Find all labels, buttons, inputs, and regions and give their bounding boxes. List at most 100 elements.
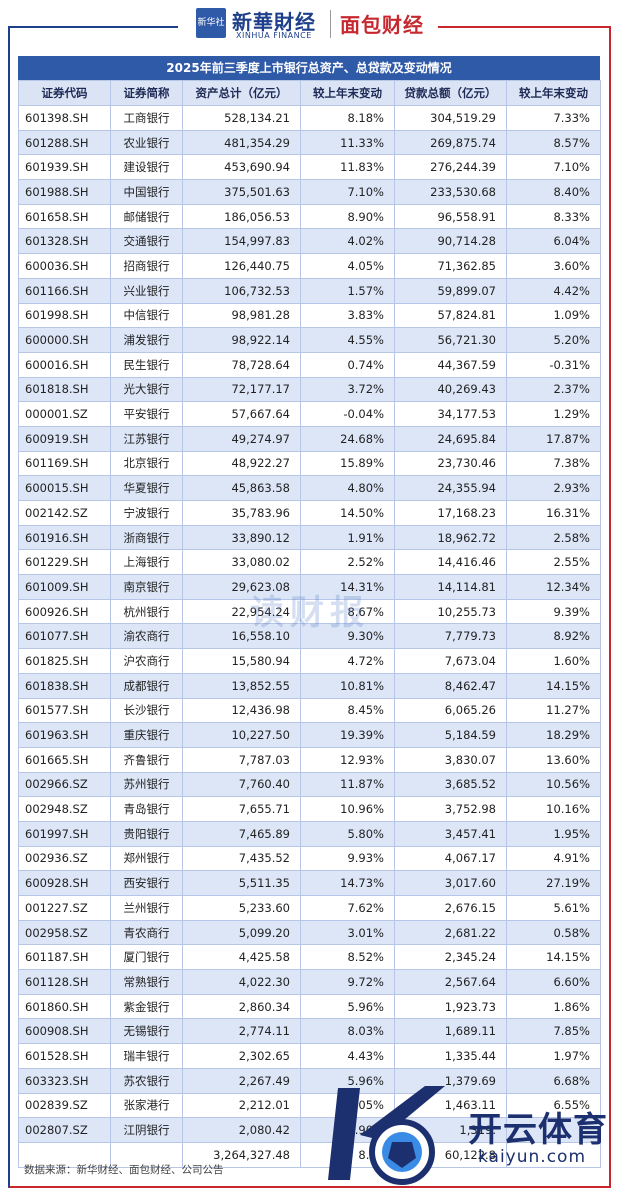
cell-loans-change: 6.60% <box>506 969 601 995</box>
bank-data-table-container: 2025年前三季度上市银行总资产、总贷款及变动情况 证券代码 证券简称 资产总计… <box>18 56 601 1168</box>
cell-assets-change: 10.96% <box>300 796 395 822</box>
cell-code: 601658.SH <box>18 203 111 230</box>
kaiyun-brand-text: 开云体育 <box>468 1110 608 1150</box>
table-row: 601009.SH 南京银行 29,623.08 14.31% 14,114.81 12.… <box>18 574 601 600</box>
cell-code: 600928.SH <box>18 870 111 896</box>
cell-assets: 5,099.20 <box>182 919 301 946</box>
col-header-assets-change: 较上年末变动 <box>300 80 395 106</box>
watermark-text: 读财报 <box>250 593 370 633</box>
col-header-loans-change: 较上年末变动 <box>506 80 601 106</box>
table-row: 601998.SH 中信银行 98,981.28 3.83% 57,824.81 1.09… <box>18 302 601 329</box>
cell-assets: 528,134.21 <box>182 105 301 131</box>
cell-loans-change: 5.20% <box>506 327 601 353</box>
table-row: 601077.SH 渝农商行 16,558.10 9.30% 7,779.73 8.92% <box>18 623 601 650</box>
header: 新华社 新華財经 XINHUA FINANCE 面包财经 <box>0 0 621 50</box>
frame-top-left-line <box>8 26 178 28</box>
cell-name: 齐鲁银行 <box>110 746 183 773</box>
cell-assets: 2,212.01 <box>182 1092 301 1119</box>
cell-assets: 16,558.10 <box>182 623 301 650</box>
table-row: 002958.SZ 青农商行 5,099.20 3.01% 2,681.22 0.58% <box>18 919 601 946</box>
cell-code: 002142.SZ <box>18 500 111 526</box>
cell-loans-change: 1.86% <box>506 993 601 1020</box>
cell-loans: 90,714.28 <box>394 228 507 255</box>
table-row: 601166.SH 兴业银行 106,732.53 1.57% 59,899.07 4.4… <box>18 277 601 304</box>
cell-loans: 1,689.11 <box>394 1018 507 1045</box>
table-row: 601860.SH 紫金银行 2,860.34 5.96% 1,923.73 1.86% <box>18 993 601 1020</box>
cell-code: 600919.SH <box>18 425 111 452</box>
cell-loans: 24,355.94 <box>394 475 507 501</box>
cell-assets: 2,774.11 <box>182 1018 301 1045</box>
cell-code: 601009.SH <box>18 574 111 600</box>
cell-assets: 98,981.28 <box>182 302 301 329</box>
cell-name: 华夏银行 <box>110 475 183 501</box>
cell-assets: 106,732.53 <box>182 277 301 304</box>
cell-assets: 57,667.64 <box>182 401 301 427</box>
cell-loans-change: 2.55% <box>506 549 601 576</box>
cell-loans-change: 8.33% <box>506 203 601 230</box>
cell-assets-change: 8.90% <box>300 203 395 230</box>
kaiyun-k-logo-icon <box>328 1086 445 1185</box>
table-row: 002948.SZ 青岛银行 7,655.71 10.96% 3,752.98 10.16… <box>18 796 601 822</box>
cell-assets-change: 5.80% <box>300 820 395 847</box>
col-header-name: 证券简称 <box>110 80 183 106</box>
cell-code: 601528.SH <box>18 1043 111 1069</box>
cell-name: 张家港行 <box>110 1092 183 1119</box>
cell-assets-change: 0.74% <box>300 351 395 378</box>
cell-loans-change: 1.09% <box>506 302 601 329</box>
col-header-assets: 资产总计（亿元） <box>182 80 301 106</box>
cell-name: 重庆银行 <box>110 722 183 748</box>
cell-assets-change: 2.52% <box>300 549 395 576</box>
cell-code: 601916.SH <box>18 524 111 551</box>
cell-loans: 23,730.46 <box>394 450 507 477</box>
cell-code: 002936.SZ <box>18 845 111 872</box>
mianbao-brand: 面包财经 <box>340 13 424 37</box>
cell-assets: 15,580.94 <box>182 648 301 674</box>
table-row: 002142.SZ 宁波银行 35,783.96 14.50% 17,168.23 16.… <box>18 500 601 526</box>
cell-assets-change: 4.02% <box>300 228 395 255</box>
cell-assets-change: 11.83% <box>300 154 395 181</box>
cell-assets: 49,274.97 <box>182 425 301 452</box>
cell-loans: 18,962.72 <box>394 524 507 551</box>
cell-loans-change: 1.97% <box>506 1043 601 1069</box>
table-row: 600919.SH 江苏银行 49,274.97 24.68% 24,695.84 17.… <box>18 425 601 452</box>
cell-name: 青农商行 <box>110 919 183 946</box>
table-row: 601528.SH 瑞丰银行 2,302.65 4.43% 1,335.44 1.97% <box>18 1043 601 1069</box>
cell-loans-change: 6.04% <box>506 228 601 255</box>
cell-assets: 78,728.64 <box>182 351 301 378</box>
table-row: 600036.SH 招商银行 126,440.75 4.05% 71,362.85 3.6… <box>18 253 601 279</box>
cell-code: 601328.SH <box>18 228 111 255</box>
table-title: 2025年前三季度上市银行总资产、总贷款及变动情况 <box>18 56 600 80</box>
cell-code: 601818.SH <box>18 376 111 403</box>
cell-code: 002966.SZ <box>18 771 111 798</box>
cell-assets-change: 1.91% <box>300 524 395 551</box>
cell-name: 北京银行 <box>110 450 183 477</box>
cell-code: 601963.SH <box>18 722 111 748</box>
table-row: 601288.SH 农业银行 481,354.29 11.33% 269,875.74 8… <box>18 129 601 156</box>
table-row: 601825.SH 沪农商行 15,580.94 4.72% 7,673.04 1.60% <box>18 648 601 674</box>
table-row: 601665.SH 齐鲁银行 7,787.03 12.93% 3,830.07 13.60… <box>18 746 601 773</box>
cell-assets-change: 5.96% <box>300 1067 395 1094</box>
total-cell-assets: 3,264,327.48 <box>182 1141 301 1168</box>
cell-assets-change: 14.73% <box>300 870 395 896</box>
cell-assets: 10,227.50 <box>182 722 301 748</box>
cell-name: 招商银行 <box>110 253 183 279</box>
cell-loans: 3,752.98 <box>394 796 507 822</box>
cell-assets: 126,440.75 <box>182 253 301 279</box>
cell-assets-change: 3.83% <box>300 302 395 329</box>
xinhua-logo-icon: 新华社 <box>196 8 226 38</box>
cell-loans: 3,830.07 <box>394 746 507 773</box>
cell-code: 601187.SH <box>18 944 111 971</box>
cell-name: 光大银行 <box>110 376 183 403</box>
cell-name: 中国银行 <box>110 179 183 205</box>
cell-loans-change: 1.60% <box>506 648 601 674</box>
cell-code: 601288.SH <box>18 129 111 156</box>
cell-assets: 33,890.12 <box>182 524 301 551</box>
cell-loans: 34,177.53 <box>394 401 507 427</box>
cell-loans: 7,673.04 <box>394 648 507 674</box>
cell-assets-change: 19.39% <box>300 722 395 748</box>
table-row: 601818.SH 光大银行 72,177.17 3.72% 40,269.43 2.37… <box>18 376 601 403</box>
table-row: 601169.SH 北京银行 48,922.27 15.89% 23,730.46 7.3… <box>18 450 601 477</box>
cell-name: 贵阳银行 <box>110 820 183 847</box>
cell-assets-change: 9.72% <box>300 969 395 995</box>
cell-loans: 14,416.46 <box>394 549 507 576</box>
